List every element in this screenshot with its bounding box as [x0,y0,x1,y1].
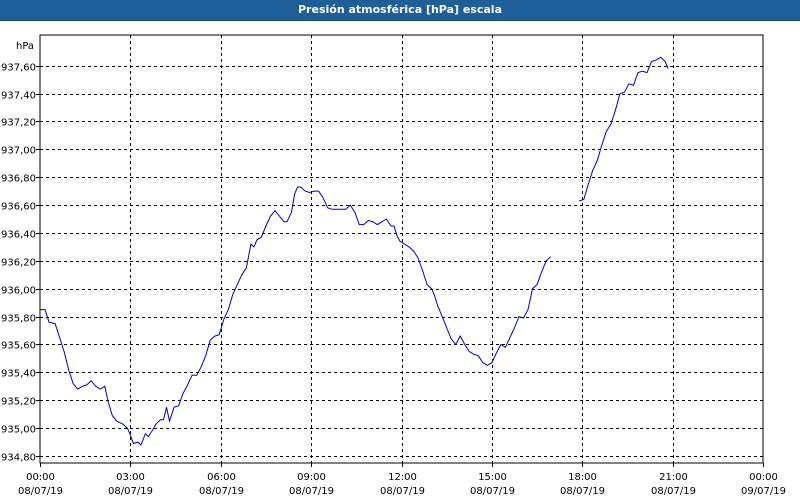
y-tick-label: 936,20 [1,258,36,269]
y-tick-label: 935,40 [1,369,36,380]
y-tick-label: 937,20 [1,118,36,129]
y-tick-label: 936,60 [1,202,36,213]
y-tick-label: 936,40 [1,230,36,241]
x-tick-time-label: 00:00 [749,472,778,483]
x-tick-date-label: 08/07/19 [560,486,605,497]
x-tick-time-label: 15:00 [478,472,507,483]
y-tick-label: 937,00 [1,146,36,157]
x-tick-time-label: 06:00 [207,472,236,483]
x-tick-time-label: 18:00 [568,472,597,483]
x-tick-date-label: 08/07/19 [108,486,153,497]
plot-area [39,34,764,464]
chart-title: Presión atmosférica [hPa] escala [298,3,502,16]
y-tick-label: 935,80 [1,314,36,325]
x-tick-date-label: 08/07/19 [289,486,334,497]
x-tick-time-label: 12:00 [388,472,417,483]
y-tick-label: 935,60 [1,341,36,352]
y-tick-label: 935,20 [1,397,36,408]
x-tick-time-label: 00:00 [26,472,55,483]
y-tick-label: 936,80 [1,174,36,185]
y-tick-label: 936,00 [1,286,36,297]
x-tick-time-label: 09:00 [297,472,326,483]
x-tick-date-label: 08/07/19 [199,486,244,497]
x-tick-date-label: 09/07/19 [741,486,786,497]
x-tick-date-label: 08/07/19 [18,486,63,497]
y-tick-label: 937,60 [1,63,36,74]
y-axis-unit-label: hPa [16,41,34,52]
x-tick-time-label: 03:00 [116,472,145,483]
pressure-series-line [579,56,669,202]
x-tick-date-label: 08/07/19 [651,486,696,497]
y-tick-label: 934,80 [1,453,36,464]
pressure-series-line [40,186,551,446]
x-tick-date-label: 08/07/19 [380,486,425,497]
y-tick-label: 937,40 [1,91,36,102]
chart-title-bar [0,0,800,21]
x-tick-date-label: 08/07/19 [470,486,515,497]
y-tick-label: 935,00 [1,425,36,436]
x-tick-time-label: 21:00 [659,472,688,483]
